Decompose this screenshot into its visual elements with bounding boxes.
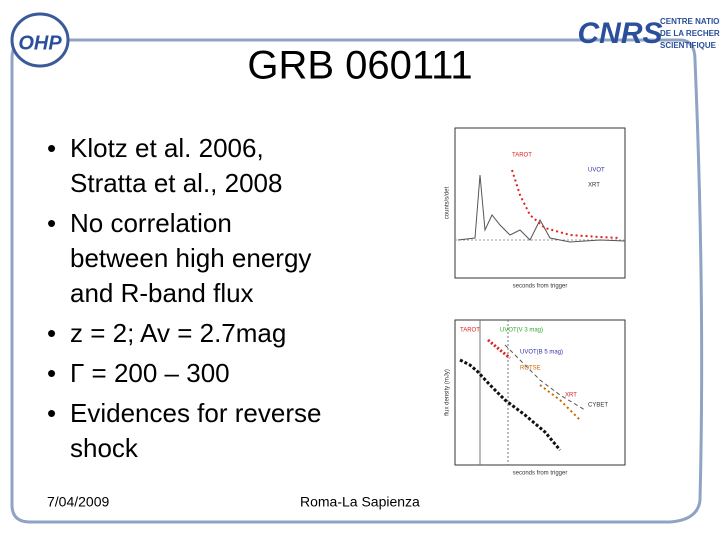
- logo-right-line: CENTRE NATIONAL: [660, 17, 720, 26]
- footer-place: Roma-La Sapienza: [300, 494, 420, 510]
- plot-ylabel: flux density (mJy): [445, 369, 451, 416]
- plot-label: TAROT: [512, 153, 532, 159]
- bullet-text: Stratta et al., 2008: [70, 168, 282, 198]
- logo-right: CNRS: [577, 17, 662, 50]
- logo-right-line: SCIENTIFIQUE: [660, 41, 717, 50]
- plot-label: CYBET: [588, 403, 608, 409]
- bullet-text: and R-band flux: [70, 278, 254, 308]
- plot-label: ROTSE: [520, 366, 541, 372]
- bullet-text: No correlation: [70, 208, 232, 238]
- plot-xlabel: seconds from trigger: [513, 471, 568, 477]
- plot-label: UVOT: [588, 168, 605, 174]
- bullet-text: Klotz et al. 2006,: [70, 133, 264, 163]
- bullet-text: Γ = 200 – 300: [70, 358, 230, 388]
- plot-curve: [457, 174, 626, 243]
- logo-left-ring: [10, 12, 70, 68]
- bullet-dot: •: [47, 398, 56, 428]
- plot-frame: [454, 319, 626, 466]
- footer-date: 7/04/2009: [47, 494, 109, 510]
- logo-left: OHP: [18, 32, 62, 54]
- bullet-text: shock: [70, 433, 139, 463]
- plot-ylabel: counts/s/det: [445, 186, 451, 219]
- bullet-dot: •: [47, 208, 56, 238]
- figure-top: [454, 127, 626, 279]
- slide-title: GRB 060111: [247, 44, 472, 88]
- bullet-text: Evidences for reverse: [70, 398, 321, 428]
- plot-label: UVOT(V 3 mag): [500, 328, 543, 334]
- bullet-dot: •: [47, 318, 56, 348]
- plot-points: [459, 358, 562, 451]
- plot-frame: [454, 127, 626, 279]
- plot-label: UVOT(B 5 mag): [520, 350, 563, 356]
- logo-right-line: DE LA RECHERCHE: [660, 29, 720, 38]
- plot-points: [511, 169, 621, 239]
- plot-points: [539, 384, 581, 421]
- plot-points: [487, 338, 511, 360]
- slide-frame: [10, 38, 704, 524]
- plot-label: TAROT: [460, 328, 480, 334]
- figure-bottom: [454, 319, 626, 466]
- bullet-dot: •: [47, 133, 56, 163]
- plot-xlabel: seconds from trigger: [513, 284, 568, 290]
- bullet-text: z = 2; Av = 2.7mag: [70, 318, 286, 348]
- bullet-text: between high energy: [70, 243, 311, 273]
- bullet-dot: •: [47, 358, 56, 388]
- plot-label: XRT: [565, 393, 577, 399]
- plot-fit: [504, 344, 586, 411]
- plot-label: XRT: [588, 183, 600, 189]
